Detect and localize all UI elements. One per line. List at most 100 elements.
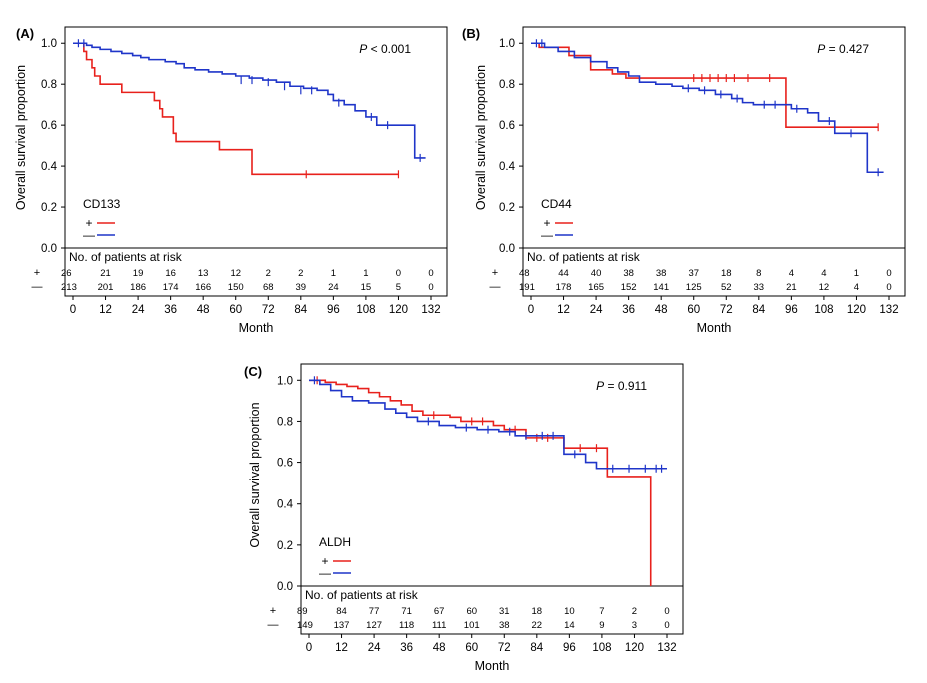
risk-count: 84 xyxy=(336,606,347,617)
x-tick-label: 132 xyxy=(879,304,898,316)
risk-count: 186 xyxy=(130,282,146,293)
risk-count: 16 xyxy=(165,268,176,279)
risk-count: 77 xyxy=(369,606,380,617)
y-tick-label: 1.0 xyxy=(499,38,515,50)
y-tick-label: 0.8 xyxy=(41,79,57,91)
legend-entry-label: — xyxy=(319,566,331,580)
risk-count: 31 xyxy=(499,606,510,617)
risk-count: 24 xyxy=(328,282,339,293)
risk-count: 71 xyxy=(401,606,412,617)
risk-table: No. of patients at risk+ 26 21 19 16 13 12 2 2 1 1… xyxy=(32,250,434,293)
survival-curve xyxy=(531,42,884,174)
y-tick-label: 0.6 xyxy=(499,120,515,132)
risk-count: 2 xyxy=(298,268,303,279)
series-positive xyxy=(309,376,652,586)
risk-count: 89 xyxy=(297,606,308,617)
x-tick-label: 96 xyxy=(563,642,576,654)
risk-count: 13 xyxy=(198,268,209,279)
risk-table-title: No. of patients at risk xyxy=(69,250,183,264)
risk-row-label: + xyxy=(492,267,498,279)
risk-count: 0 xyxy=(664,606,669,617)
risk-count: 12 xyxy=(230,268,241,279)
risk-count: 18 xyxy=(721,268,732,279)
x-tick-label: 96 xyxy=(785,304,798,316)
risk-count: 48 xyxy=(519,268,530,279)
y-axis-title: Overall survival proportion xyxy=(474,65,488,210)
risk-count: 14 xyxy=(564,620,575,631)
series-negative xyxy=(309,376,667,473)
x-axis-title: Month xyxy=(697,321,732,335)
risk-count: 0 xyxy=(396,268,401,279)
x-tick-label: 108 xyxy=(356,304,375,316)
risk-count: 3 xyxy=(632,620,637,631)
x-tick-label: 0 xyxy=(528,304,534,316)
risk-count: 0 xyxy=(664,620,669,631)
legend: ALDH +— xyxy=(319,535,351,580)
risk-count: 21 xyxy=(100,268,111,279)
risk-row-label: — xyxy=(32,281,43,293)
x-tick-label: 132 xyxy=(421,304,440,316)
legend-title: CD44 xyxy=(541,197,572,211)
series-negative xyxy=(531,39,884,177)
x-tick-label: 12 xyxy=(557,304,570,316)
risk-count: 19 xyxy=(133,268,144,279)
x-tick-label: 24 xyxy=(590,304,603,316)
x-tick-label: 36 xyxy=(622,304,635,316)
legend-title: ALDH xyxy=(319,535,351,549)
y-tick-label: 0.6 xyxy=(41,120,57,132)
legend-entry-label: + xyxy=(321,554,328,568)
x-tick-label: 48 xyxy=(433,642,446,654)
risk-count: 111 xyxy=(432,620,446,631)
risk-count: 12 xyxy=(819,282,830,293)
plot-frame xyxy=(64,26,448,297)
risk-count: 174 xyxy=(163,282,179,293)
x-tick-label: 72 xyxy=(720,304,733,316)
risk-count: 67 xyxy=(434,606,445,617)
risk-count: 152 xyxy=(621,282,637,293)
risk-row-label: + xyxy=(34,267,40,279)
risk-count: 37 xyxy=(688,268,699,279)
survival-curve xyxy=(309,379,652,586)
y-tick-label: 0.0 xyxy=(41,243,57,255)
series-negative xyxy=(73,39,426,162)
x-tick-label: 12 xyxy=(99,304,112,316)
risk-table: No. of patients at risk+ 89 84 77 71 67 60 31 18… xyxy=(268,588,670,631)
x-tick-label: 132 xyxy=(657,642,676,654)
series-positive xyxy=(73,42,400,179)
x-tick-label: 24 xyxy=(368,642,381,654)
p-value: P = 0.911 xyxy=(596,379,647,393)
risk-count: 7 xyxy=(599,606,604,617)
risk-count: 44 xyxy=(558,268,569,279)
risk-count: 101 xyxy=(464,620,480,631)
risk-table-title: No. of patients at risk xyxy=(527,250,641,264)
risk-count: 26 xyxy=(61,268,72,279)
risk-row-label: + xyxy=(270,605,276,617)
risk-table-title: No. of patients at risk xyxy=(305,588,419,602)
panel-letter: (B) xyxy=(462,26,480,41)
x-tick-label: 24 xyxy=(132,304,145,316)
x-tick-label: 84 xyxy=(530,642,543,654)
risk-count: 4 xyxy=(789,268,794,279)
legend-entry-label: + xyxy=(85,216,92,230)
risk-count: 141 xyxy=(653,282,669,293)
x-tick-label: 60 xyxy=(465,642,478,654)
risk-row-label: — xyxy=(490,281,501,293)
risk-count: 38 xyxy=(499,620,510,631)
risk-count: 40 xyxy=(591,268,602,279)
risk-count: 178 xyxy=(556,282,572,293)
risk-count: 18 xyxy=(532,606,543,617)
risk-count: 150 xyxy=(228,282,244,293)
x-tick-label: 60 xyxy=(687,304,700,316)
legend-entry-label: — xyxy=(541,228,553,242)
x-tick-label: 36 xyxy=(400,642,413,654)
risk-count: 0 xyxy=(428,268,433,279)
risk-count: 137 xyxy=(334,620,350,631)
risk-count: 4 xyxy=(821,268,826,279)
risk-count: 52 xyxy=(721,282,732,293)
p-value: P < 0.001 xyxy=(359,42,411,56)
x-tick-label: 120 xyxy=(389,304,408,316)
risk-count: 0 xyxy=(428,282,433,293)
y-axis-title: Overall survival proportion xyxy=(14,65,28,210)
panel-aldh: (C)0.00.20.40.60.81.00 12 24 36 48 60 72 84 96 10… xyxy=(244,363,684,673)
panel-letter: (C) xyxy=(244,364,262,379)
